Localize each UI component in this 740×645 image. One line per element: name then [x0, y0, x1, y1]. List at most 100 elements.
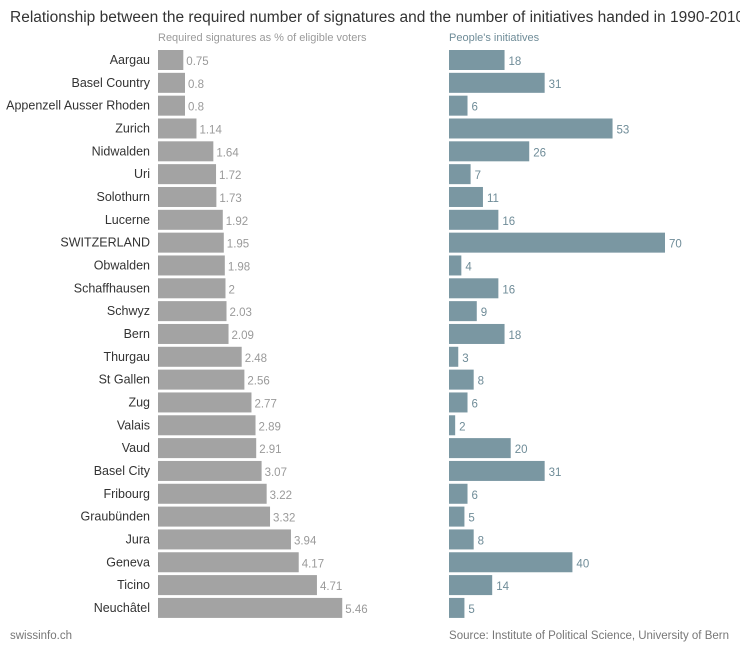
signatures-bar [158, 141, 214, 162]
initiatives-value-label: 53 [617, 124, 630, 136]
category-label: Schaffhausen [74, 281, 150, 295]
signatures-value-label: 1.98 [228, 261, 250, 273]
initiatives-bar [449, 232, 665, 253]
initiatives-value-label: 8 [478, 376, 484, 388]
initiatives-bar [449, 506, 465, 527]
initiatives-bar [449, 323, 505, 344]
signatures-bar [158, 72, 185, 93]
initiatives-bar [449, 346, 459, 367]
initiatives-value-label: 31 [549, 79, 562, 91]
signatures-bar [158, 346, 242, 367]
signatures-bar [158, 575, 317, 596]
signatures-bar [158, 369, 245, 390]
category-label: Vaud [122, 441, 150, 455]
category-label: Lucerne [105, 213, 150, 227]
signatures-value-label: 0.75 [186, 56, 208, 68]
signatures-bar [158, 597, 343, 618]
initiatives-value-label: 6 [472, 490, 478, 502]
signatures-bar [158, 209, 223, 230]
signatures-bar [158, 278, 226, 299]
signatures-value-label: 2.89 [259, 421, 281, 433]
initiatives-bar [449, 209, 499, 230]
initiatives-bar [449, 552, 573, 573]
category-label: Thurgau [103, 350, 150, 364]
signatures-bar [158, 301, 227, 322]
initiatives-bar [449, 597, 465, 618]
category-label: Appenzell Ausser Rhoden [6, 99, 150, 113]
signatures-bar [158, 50, 184, 70]
signatures-value-label: 3.07 [265, 467, 287, 479]
signatures-value-label: 2.56 [247, 376, 269, 388]
signatures-value-label: 4.17 [302, 558, 324, 570]
signatures-value-label: 5.46 [345, 604, 367, 616]
category-label: Jura [126, 532, 150, 546]
initiatives-value-label: 3 [462, 353, 468, 365]
signatures-bar [158, 552, 299, 573]
signatures-value-label: 2 [228, 284, 234, 296]
category-label: Ticino [117, 578, 150, 592]
category-label: Schwyz [107, 304, 150, 318]
category-label: Geneva [106, 555, 150, 569]
category-label: Zurich [115, 121, 150, 135]
signatures-value-label: 1.14 [199, 124, 222, 136]
signatures-value-label: 3.94 [294, 535, 317, 547]
signatures-value-label: 1.92 [226, 216, 248, 228]
category-label: Neuchâtel [94, 601, 150, 615]
signatures-bar [158, 186, 217, 207]
initiatives-value-label: 16 [502, 284, 515, 296]
category-label: Solothurn [96, 190, 150, 204]
initiatives-value-label: 18 [509, 330, 522, 342]
initiatives-bar [449, 392, 468, 413]
category-label: St Gallen [99, 373, 150, 387]
initiatives-bar [449, 415, 456, 436]
signatures-value-label: 2.77 [254, 398, 276, 410]
signatures-bar [158, 95, 185, 116]
signatures-value-label: 0.8 [188, 79, 204, 91]
initiatives-bar [449, 483, 468, 504]
initiatives-value-label: 6 [472, 102, 478, 114]
signatures-bar [158, 460, 262, 481]
initiatives-bar [449, 460, 545, 481]
initiatives-bar [449, 438, 511, 459]
credit-label: swissinfo.ch [10, 630, 72, 642]
initiatives-value-label: 6 [472, 398, 478, 410]
initiatives-value-label: 5 [468, 513, 474, 525]
initiatives-value-label: 9 [481, 307, 487, 319]
signatures-value-label: 2.91 [259, 444, 281, 456]
signatures-bar [158, 506, 271, 527]
initiatives-bar [449, 95, 468, 116]
initiatives-bar [449, 529, 474, 550]
signatures-value-label: 2.09 [232, 330, 254, 342]
initiatives-bar [449, 72, 545, 93]
category-label: Valais [117, 418, 150, 432]
signatures-bar [158, 118, 197, 139]
initiatives-value-label: 7 [475, 170, 481, 182]
signatures-value-label: 3.22 [270, 490, 292, 502]
initiatives-value-label: 31 [549, 467, 562, 479]
signatures-bar [158, 323, 229, 344]
signatures-value-label: 4.71 [320, 581, 342, 593]
initiatives-bar [449, 118, 613, 139]
initiatives-value-label: 16 [502, 216, 515, 228]
initiatives-bar [449, 186, 483, 207]
category-label: Graubünden [80, 510, 150, 524]
initiatives-value-label: 18 [509, 56, 522, 68]
signatures-bar [158, 415, 256, 436]
signatures-bar [158, 164, 217, 185]
category-label: Bern [124, 327, 150, 341]
initiatives-value-label: 8 [478, 535, 484, 547]
signatures-bar [158, 438, 257, 459]
category-label: Obwalden [94, 258, 150, 272]
signatures-value-label: 2.03 [230, 307, 252, 319]
initiatives-value-label: 26 [533, 147, 546, 159]
signatures-value-label: 2.48 [245, 353, 267, 365]
category-label: SWITZERLAND [60, 236, 150, 250]
signatures-value-label: 1.95 [227, 239, 249, 251]
category-label: Nidwalden [92, 144, 150, 158]
initiatives-bar [449, 164, 471, 185]
initiatives-value-label: 70 [669, 239, 682, 251]
category-label: Zug [128, 395, 150, 409]
signatures-bar [158, 255, 225, 276]
initiatives-bar [449, 278, 499, 299]
